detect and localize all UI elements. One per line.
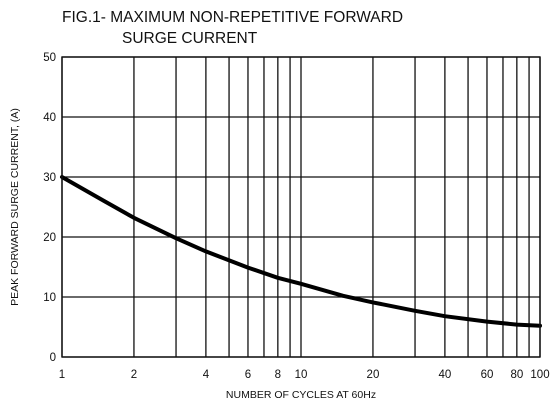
surge-current-curve bbox=[60, 175, 542, 328]
x-tick-label: 60 bbox=[481, 369, 494, 381]
data-series bbox=[60, 175, 542, 328]
x-tick-label: 10 bbox=[295, 369, 308, 381]
plot-frame bbox=[61, 56, 541, 358]
y-tick-labels: 0 10 20 30 40 50 bbox=[43, 52, 56, 364]
y-tick-label: 10 bbox=[43, 292, 56, 304]
y-tick-label: 50 bbox=[43, 52, 56, 64]
y-tick-label: 30 bbox=[43, 172, 56, 184]
y-tick-label: 20 bbox=[43, 232, 56, 244]
y-axis-label: PEAK FORWARD SURGE CURRENT, (A) bbox=[9, 108, 21, 306]
x-tick-label: 100 bbox=[530, 369, 549, 381]
grid-lines bbox=[61, 56, 541, 358]
y-tick-label: 0 bbox=[50, 352, 56, 364]
chart-title-line-2: SURGE CURRENT bbox=[122, 30, 258, 47]
x-tick-labels: 1 2 4 6 8 10 20 40 60 80 100 bbox=[59, 369, 550, 381]
x-tick-label: 4 bbox=[203, 369, 210, 381]
x-axis-label: NUMBER OF CYCLES AT 60Hz bbox=[226, 389, 376, 401]
x-tick-label: 8 bbox=[275, 369, 281, 381]
x-tick-label: 6 bbox=[245, 369, 251, 381]
x-tick-label: 40 bbox=[438, 369, 451, 381]
x-tick-label: 20 bbox=[367, 369, 380, 381]
x-tick-label: 80 bbox=[510, 369, 523, 381]
chart-title-line-1: FIG.1- MAXIMUM NON-REPETITIVE FORWARD bbox=[62, 9, 403, 26]
x-tick-label: 1 bbox=[59, 369, 65, 381]
x-tick-label: 2 bbox=[131, 369, 137, 381]
y-tick-label: 40 bbox=[43, 112, 56, 124]
